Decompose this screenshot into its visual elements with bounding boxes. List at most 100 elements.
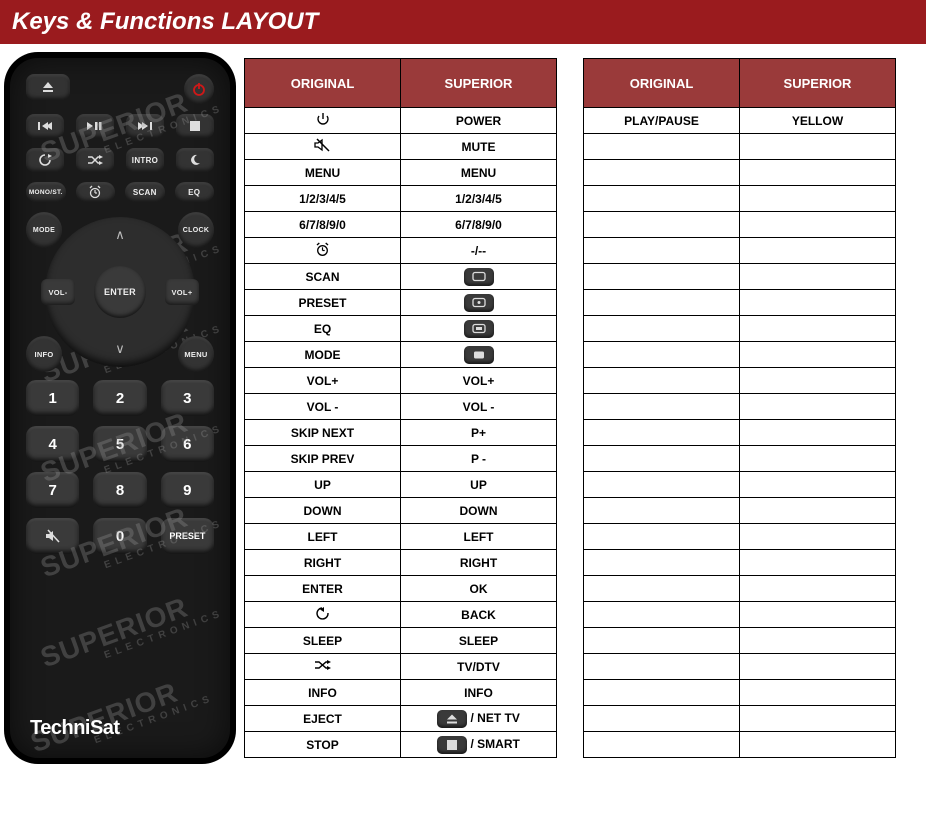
original-cell	[245, 654, 401, 680]
eq-button[interactable]: EQ	[175, 182, 215, 202]
mono-st-button[interactable]: MONO/ST.	[26, 182, 66, 202]
superior-cell	[740, 394, 896, 420]
table-row	[584, 238, 896, 264]
original-cell	[584, 342, 740, 368]
superior-cell	[740, 420, 896, 446]
superior-cell	[740, 264, 896, 290]
intro-button[interactable]: INTRO	[126, 148, 164, 172]
original-cell	[584, 238, 740, 264]
superior-cell	[401, 290, 557, 316]
original-cell	[584, 446, 740, 472]
nav-cluster: MODE CLOCK INFO MENU ∧ ∨ VOL- VOL+ ENTER	[26, 212, 214, 372]
table-row: STOP / SMART	[245, 732, 557, 758]
remote-brand: TechniSat	[30, 717, 120, 740]
enter-button[interactable]: ENTER	[94, 266, 146, 318]
tables-area: ORIGINAL SUPERIOR POWER MUTE MENU MENU 1…	[244, 58, 896, 758]
original-cell	[584, 472, 740, 498]
original-cell	[584, 290, 740, 316]
loop-button[interactable]	[26, 148, 64, 172]
numpad-key-0[interactable]: 0	[93, 518, 146, 554]
down-arrow-icon: ∨	[115, 341, 125, 357]
table-row: VOL+ VOL+	[245, 368, 557, 394]
remote-numpad: 123 456 7890 PRESET	[26, 380, 214, 554]
badge-icon	[437, 736, 467, 754]
play-pause-button[interactable]	[76, 114, 114, 138]
menu-button[interactable]: MENU	[178, 336, 214, 372]
eject-button[interactable]	[26, 74, 70, 100]
superior-cell: POWER	[401, 108, 557, 134]
numpad-key-2[interactable]: 2	[93, 380, 146, 416]
numpad-key-4[interactable]: 4	[26, 426, 79, 462]
superior-cell	[740, 316, 896, 342]
numpad-key-9[interactable]: 9	[161, 472, 214, 508]
content-area: SUPERIORELECTRONICS SUPERIORELECTRONICS …	[0, 44, 926, 768]
original-cell: RIGHT	[245, 550, 401, 576]
superior-cell	[740, 134, 896, 160]
table-row	[584, 290, 896, 316]
superior-cell	[401, 316, 557, 342]
numpad-key-6[interactable]: 6	[161, 426, 214, 462]
mode-button[interactable]: MODE	[26, 212, 62, 248]
power-button[interactable]	[184, 74, 214, 104]
numpad-key-5[interactable]: 5	[93, 426, 146, 462]
sleep-button[interactable]	[176, 148, 214, 172]
superior-cell	[740, 368, 896, 394]
alarm-button[interactable]	[76, 182, 116, 202]
badge-icon	[464, 268, 494, 286]
numpad-key-7[interactable]: 7	[26, 472, 79, 508]
numpad-key-8[interactable]: 8	[93, 472, 146, 508]
info-button[interactable]: INFO	[26, 336, 62, 372]
numpad-key-1[interactable]: 1	[26, 380, 79, 416]
superior-cell: INFO	[401, 680, 557, 706]
scan-button[interactable]: SCAN	[125, 182, 165, 202]
shuffle-button[interactable]	[76, 148, 114, 172]
keys-table-2: ORIGINAL SUPERIOR PLAY/PAUSE YELLOW	[583, 58, 896, 758]
superior-cell: 1/2/3/4/5	[401, 186, 557, 212]
clock-button[interactable]: CLOCK	[178, 212, 214, 248]
numpad-key-mute[interactable]	[26, 518, 79, 554]
eject-icon	[41, 81, 55, 93]
remote-wrapper: SUPERIORELECTRONICS SUPERIORELECTRONICS …	[10, 58, 230, 758]
nav-dpad[interactable]: ∧ ∨ VOL- VOL+ ENTER	[45, 217, 195, 367]
superior-cell: RIGHT	[401, 550, 557, 576]
clock-label: CLOCK	[183, 227, 209, 234]
remote-top-row	[26, 74, 214, 104]
original-cell: 1/2/3/4/5	[245, 186, 401, 212]
superior-cell: SLEEP	[401, 628, 557, 654]
numpad-key-PRESET[interactable]: PRESET	[161, 518, 214, 554]
original-cell: MODE	[245, 342, 401, 368]
original-cell: 6/7/8/9/0	[245, 212, 401, 238]
original-cell	[584, 550, 740, 576]
table-row: TV/DTV	[245, 654, 557, 680]
superior-cell	[401, 342, 557, 368]
original-cell	[584, 602, 740, 628]
original-cell: EQ	[245, 316, 401, 342]
superior-cell	[740, 550, 896, 576]
table-row: BACK	[245, 602, 557, 628]
original-cell: EJECT	[245, 706, 401, 732]
original-cell	[584, 394, 740, 420]
table-row: INFO INFO	[245, 680, 557, 706]
superior-cell: YELLOW	[740, 108, 896, 134]
superior-cell	[740, 680, 896, 706]
table-row: -/--	[245, 238, 557, 264]
prev-track-button[interactable]	[26, 114, 64, 138]
table-row	[584, 680, 896, 706]
vol-down-button[interactable]: VOL-	[41, 279, 75, 305]
superior-cell	[740, 186, 896, 212]
table-row	[584, 628, 896, 654]
table-row	[584, 472, 896, 498]
vol-up-label: VOL+	[172, 288, 193, 297]
superior-cell: TV/DTV	[401, 654, 557, 680]
next-track-button[interactable]	[126, 114, 164, 138]
scan-label: SCAN	[133, 188, 157, 197]
table-row: MUTE	[245, 134, 557, 160]
superior-cell: 6/7/8/9/0	[401, 212, 557, 238]
original-cell: PRESET	[245, 290, 401, 316]
table-row: LEFT LEFT	[245, 524, 557, 550]
original-cell	[584, 368, 740, 394]
stop-button[interactable]	[176, 114, 214, 138]
remote-transport-row	[26, 114, 214, 138]
numpad-key-3[interactable]: 3	[161, 380, 214, 416]
vol-up-button[interactable]: VOL+	[165, 279, 199, 305]
